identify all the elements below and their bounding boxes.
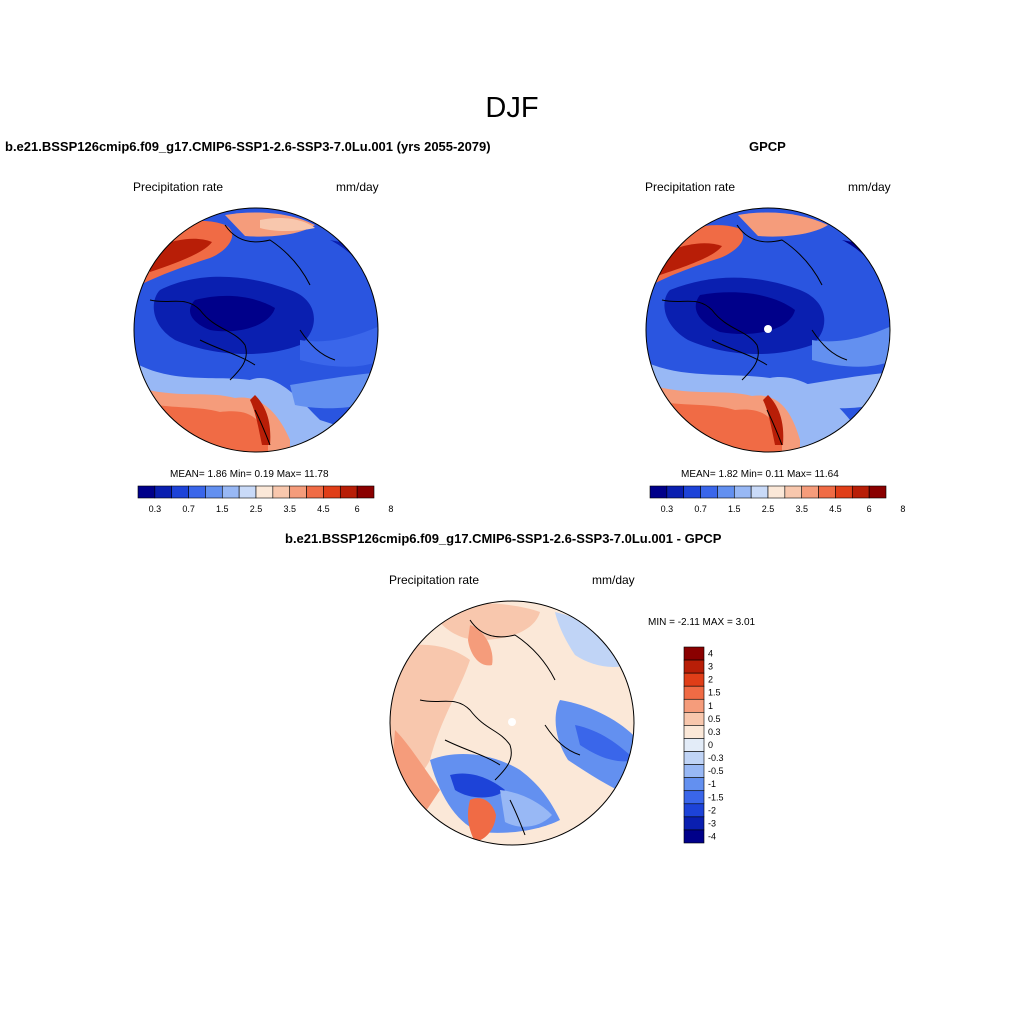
colorbar-box [683, 698, 705, 713]
colorbar-tick-label: 4.5 [829, 504, 842, 514]
colorbar-tick-label: 2 [708, 675, 713, 685]
colorbar-box [289, 485, 307, 499]
colorbar-tick-label: 1.5 [708, 688, 721, 698]
panel3-minmax: MIN = -2.11 MAX = 3.01 [648, 617, 756, 628]
colorbar-box [868, 485, 887, 499]
colorbar-tick-label: 1.5 [728, 504, 741, 514]
panel2-title: GPCP [749, 139, 786, 154]
colorbar-box [188, 485, 206, 499]
panel2-colorbar: 0.3 0.7 1.5 2.5 3.5 4.5 6 8 [649, 485, 905, 514]
colorbar-box [683, 725, 705, 739]
colorbar-box [649, 485, 668, 499]
colorbar-box [306, 485, 324, 499]
colorbar-tick-label: 1.5 [216, 504, 229, 514]
colorbar-tick-label: 8 [900, 504, 905, 514]
colorbar-box [700, 485, 718, 499]
colorbar-box [205, 485, 223, 499]
colorbar-tick-label: -2 [708, 805, 716, 815]
colorbar-box [801, 485, 819, 499]
colorbar-box [221, 485, 240, 499]
colorbar-box [818, 485, 836, 499]
panel1-units-label: mm/day [336, 180, 379, 194]
colorbar-box [154, 485, 173, 499]
colorbar-box [767, 485, 786, 499]
panel2-stats: MEAN= 1.82 Min= 0.11 Max= 11.64 [681, 469, 839, 480]
colorbar-tick-label: 0.3 [149, 504, 162, 514]
colorbar-tick-label: 0.3 [661, 504, 674, 514]
colorbar-box [683, 803, 705, 818]
colorbar-box [733, 485, 752, 499]
colorbar-tick-label: 0.5 [708, 714, 721, 724]
colorbar-box [683, 790, 705, 805]
colorbar-tick-label: -1.5 [708, 792, 724, 802]
colorbar-tick-label: 0.7 [182, 504, 195, 514]
panel3-title: b.e21.BSSP126cmip6.f09_g17.CMIP6-SSP1-2.… [285, 531, 722, 546]
colorbar-box [683, 712, 705, 726]
colorbar-box [683, 685, 705, 700]
colorbar-box [323, 485, 341, 499]
colorbar-tick-label: 4.5 [317, 504, 330, 514]
colorbar-box [683, 816, 705, 831]
colorbar-tick-label: 3.5 [283, 504, 296, 514]
colorbar-box [683, 777, 705, 792]
colorbar-tick-label: 0.3 [708, 727, 721, 737]
panel3-polar-map [389, 600, 635, 846]
colorbar-tick-label: 4 [708, 649, 713, 659]
colorbar-tick-label: 6 [355, 504, 360, 514]
colorbar-box [683, 659, 705, 674]
colorbar-box [683, 738, 705, 752]
panel2-variable-label: Precipitation rate [645, 180, 736, 194]
colorbar-tick-label: 1 [708, 701, 713, 711]
colorbar-box [255, 485, 274, 499]
colorbar-tick-label: -1 [708, 779, 716, 789]
colorbar-box [683, 764, 705, 778]
colorbar-box [851, 485, 870, 499]
colorbar-tick-label: 2.5 [762, 504, 775, 514]
colorbar-tick-label: 0.7 [694, 504, 707, 514]
colorbar-box [717, 485, 735, 499]
colorbar-box [683, 485, 701, 499]
panel2-polar-map [645, 207, 891, 453]
colorbar-tick-label: 6 [867, 504, 872, 514]
colorbar-tick-label: -4 [708, 831, 716, 841]
colorbar-box [683, 646, 705, 661]
colorbar-tick-label: 8 [388, 504, 393, 514]
panel3-variable-label: Precipitation rate [389, 573, 480, 587]
colorbar-tick-label: -0.5 [708, 766, 724, 776]
colorbar-box [356, 485, 375, 499]
colorbar-box [339, 485, 358, 499]
colorbar-box [666, 485, 685, 499]
colorbar-box [238, 485, 257, 499]
panel1-stats: MEAN= 1.86 Min= 0.19 Max= 11.78 [170, 469, 329, 480]
colorbar-tick-label: -3 [708, 818, 716, 828]
colorbar-box [784, 485, 803, 499]
colorbar-tick-label: 3 [708, 662, 713, 672]
colorbar-tick-label: 3.5 [795, 504, 808, 514]
panel2-units-label: mm/day [848, 180, 891, 194]
colorbar-box [171, 485, 189, 499]
colorbar-box [137, 485, 156, 499]
panel1-polar-map [133, 207, 379, 453]
panel1-title: b.e21.BSSP126cmip6.f09_g17.CMIP6-SSP1-2.… [5, 139, 491, 154]
panel3-units-label: mm/day [592, 573, 635, 587]
panel1-variable-label: Precipitation rate [133, 180, 224, 194]
panel1-colorbar: 0.3 0.7 1.5 2.5 3.5 4.5 6 8 [137, 485, 393, 514]
colorbar-box [683, 751, 705, 765]
colorbar-box [750, 485, 769, 499]
colorbar-box [835, 485, 853, 499]
colorbar-box [683, 672, 705, 687]
panel3-colorbar: 4 3 2 1.5 1 0.5 0.3 0 -0.3 -0.5 -1 -1.5 -2 -3 -4 [683, 646, 724, 844]
colorbar-tick-label: -0.3 [708, 753, 724, 763]
colorbar-box [272, 485, 291, 499]
colorbar-box [683, 829, 705, 844]
colorbar-tick-label: 2.5 [250, 504, 263, 514]
season-title: DJF [485, 92, 539, 124]
colorbar-tick-label: 0 [708, 740, 713, 750]
